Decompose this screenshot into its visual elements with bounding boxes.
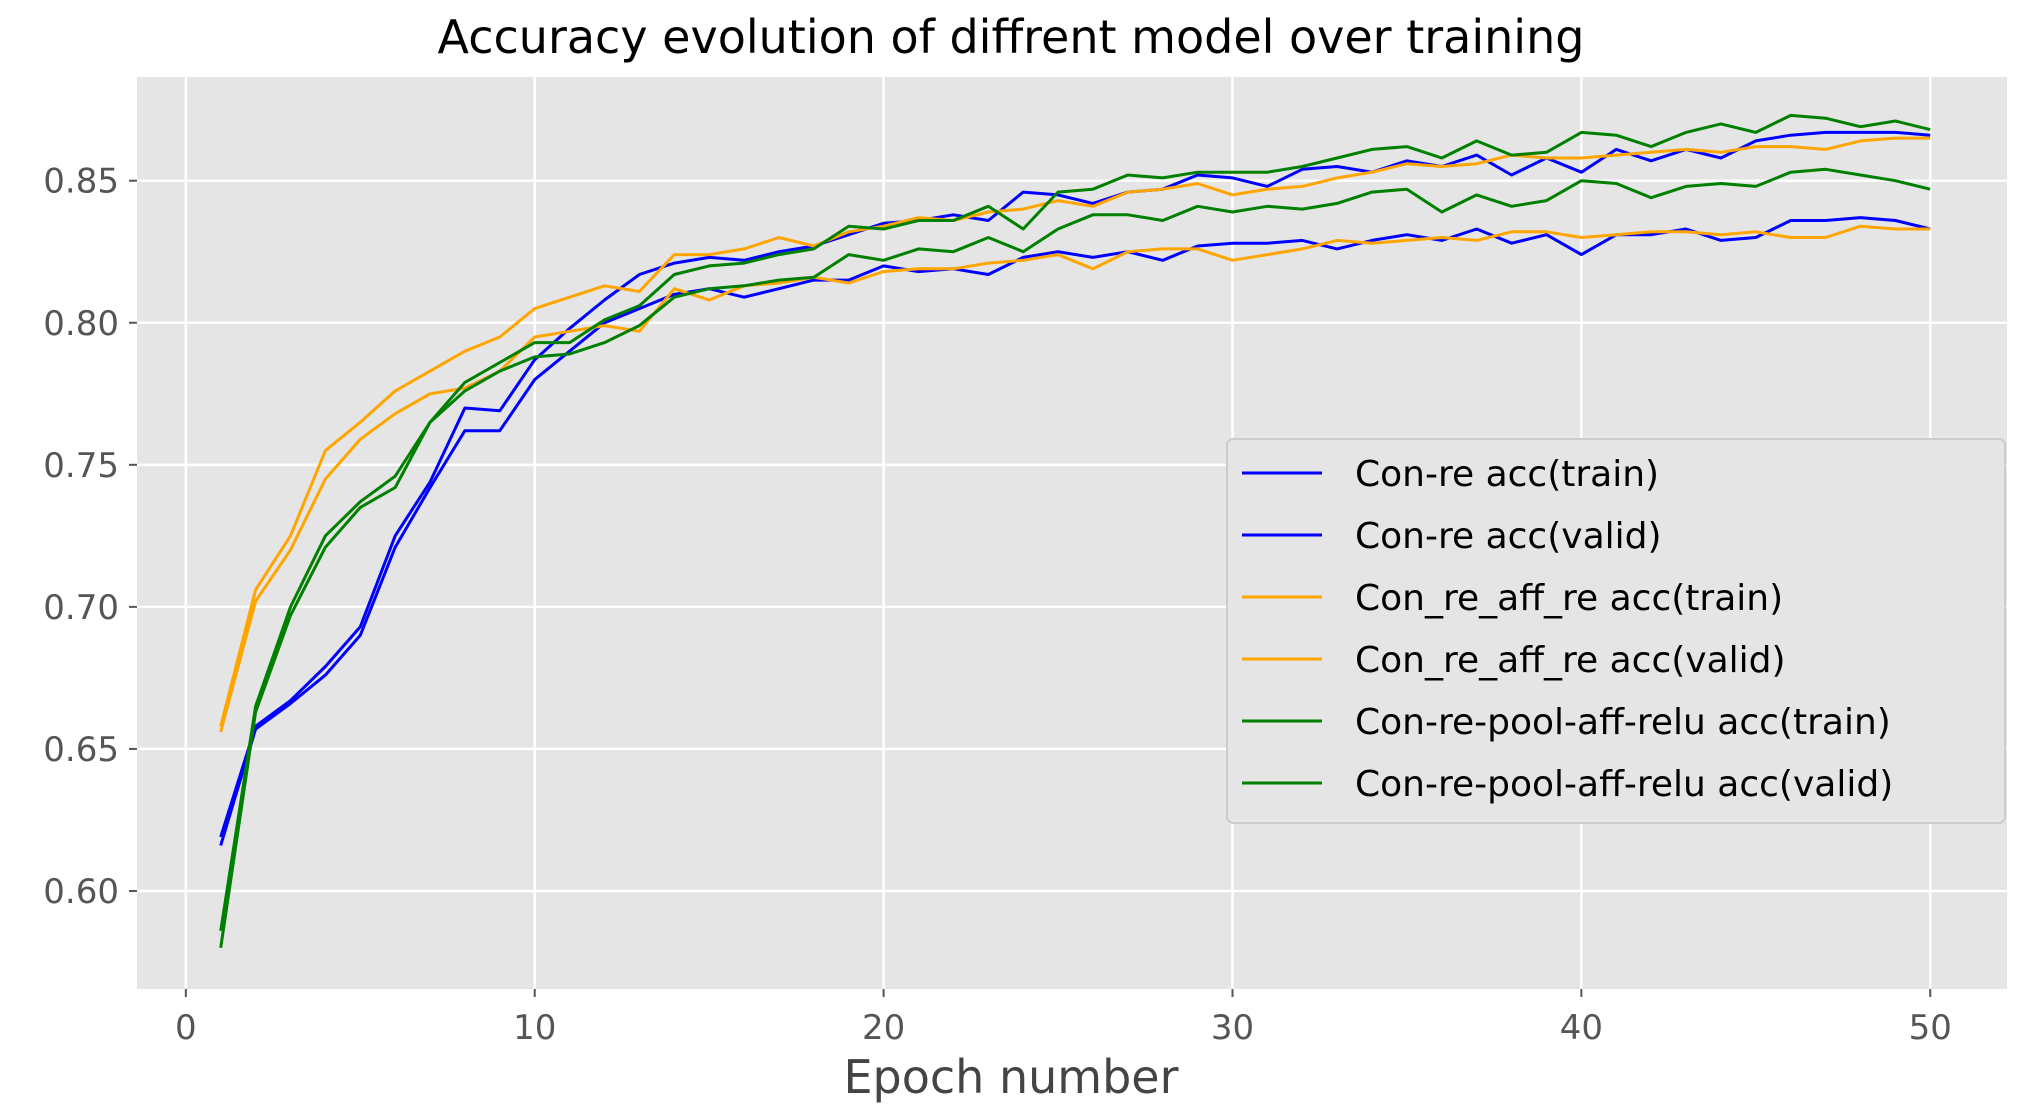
y-tick-label: 0.65	[43, 730, 119, 770]
series-line-4	[219, 224, 1931, 733]
series-lines	[219, 113, 1931, 949]
x-tick-label: 50	[1909, 1008, 1952, 1048]
legend: Con-re acc(train) Con-re acc(valid) Con_re…	[1226, 438, 2006, 824]
series-line-6	[219, 167, 1931, 949]
series-line-1	[219, 130, 1931, 838]
legend-label: Con-re acc(valid)	[1355, 516, 1662, 557]
x-axis-label: Epoch number	[843, 1050, 1179, 1104]
x-tick-label: 30	[1211, 1008, 1254, 1048]
x-tick-label: 0	[175, 1008, 197, 1048]
y-axis-ticks: 0.60 0.65 0.70 0.75 0.80 0.85	[43, 162, 137, 912]
x-tick-label: 20	[862, 1008, 905, 1048]
legend-label: Con_re_aff_re acc(train)	[1355, 578, 1783, 619]
chart-title: Accuracy evolution of diffrent model ove…	[437, 10, 1585, 64]
x-tick-label: 10	[513, 1008, 556, 1048]
legend-label: Con_re_aff_re acc(valid)	[1355, 640, 1786, 681]
y-tick-label: 0.75	[43, 446, 119, 486]
y-tick-label: 0.70	[43, 588, 119, 628]
series-line-3	[219, 136, 1931, 727]
x-tick-label: 40	[1560, 1008, 1603, 1048]
y-tick-label: 0.60	[43, 872, 119, 912]
y-tick-label: 0.85	[43, 162, 119, 202]
series-line-2	[219, 216, 1931, 846]
x-axis-ticks: 0 10 20 30 40 50	[175, 989, 1952, 1048]
legend-label: Con-re-pool-aff-relu acc(valid)	[1355, 764, 1893, 805]
series-line-5	[219, 113, 1931, 932]
legend-label: Con-re acc(train)	[1355, 454, 1659, 495]
legend-box	[1226, 438, 2006, 824]
legend-label: Con-re-pool-aff-relu acc(train)	[1355, 702, 1891, 743]
y-tick-label: 0.80	[43, 304, 119, 344]
